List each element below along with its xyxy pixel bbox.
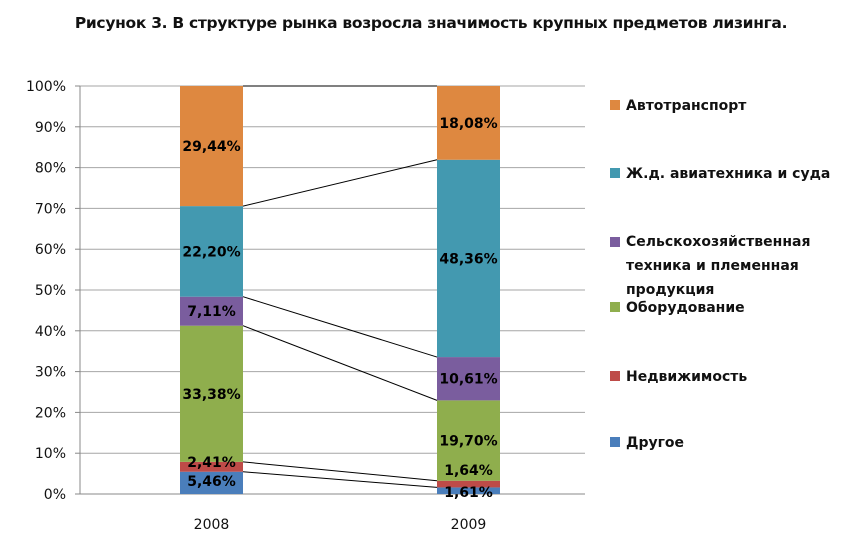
- legend-swatch: [610, 371, 620, 381]
- data-label: 22,20%: [182, 244, 240, 260]
- data-label: 7,11%: [187, 304, 236, 320]
- series-line: [242, 325, 438, 401]
- bar-segment: [437, 480, 500, 488]
- x-tick-label: 2008: [194, 517, 230, 533]
- y-tick-label: 80%: [35, 161, 66, 177]
- data-label: 33,38%: [182, 387, 240, 403]
- data-label: 48,36%: [439, 251, 497, 267]
- data-label: 18,08%: [439, 116, 497, 132]
- y-tick-label: 20%: [35, 405, 66, 421]
- data-label: 2,41%: [187, 455, 236, 471]
- legend-item-rail: Ж.д. авиатехника и суда: [610, 162, 850, 186]
- series-line: [242, 471, 438, 488]
- bar-segment: [437, 357, 500, 401]
- y-tick-label: 10%: [35, 446, 66, 462]
- x-tick-label: 2009: [451, 517, 487, 533]
- y-tick-label: 100%: [26, 79, 66, 95]
- legend-item-estate: Недвижимость: [610, 365, 850, 389]
- y-tick-label: 0%: [44, 487, 66, 503]
- bar-segment: [180, 471, 243, 494]
- data-label: 10,61%: [439, 372, 497, 388]
- data-label: 5,46%: [187, 474, 236, 490]
- y-tick-label: 50%: [35, 283, 66, 299]
- chart-title: Рисунок 3. В структуре рынка возросла зн…: [74, 14, 788, 32]
- y-tick-label: 90%: [35, 120, 66, 136]
- bar-segment: [180, 325, 243, 462]
- legend-item-other: Другое: [610, 431, 850, 455]
- legend-label: Автотранспорт: [626, 98, 747, 114]
- y-tick-label: 40%: [35, 324, 66, 340]
- data-label: 1,64%: [444, 463, 493, 479]
- bar-segment: [437, 487, 500, 494]
- legend-swatch: [610, 437, 620, 447]
- data-label: 19,70%: [439, 434, 497, 450]
- bar-segment: [437, 159, 500, 358]
- data-label: 29,44%: [182, 139, 240, 155]
- legend-swatch: [610, 302, 620, 312]
- data-label: 1,61%: [444, 485, 493, 501]
- legend-item-agri: Сельскохозяйственная техника и племенная…: [610, 230, 850, 302]
- legend-item-auto: Автотранспорт: [610, 94, 850, 118]
- bar-segment: [180, 296, 243, 326]
- series-line: [242, 159, 438, 207]
- y-tick-label: 30%: [35, 365, 66, 381]
- legend-swatch: [610, 168, 620, 178]
- bar-segment: [437, 400, 500, 481]
- legend-label: Другое: [626, 435, 685, 451]
- y-tick-label: 60%: [35, 242, 66, 258]
- bar-segment: [180, 461, 243, 472]
- legend-label: Недвижимость: [626, 369, 748, 385]
- legend-label: Сельскохозяйственная техника и племенная…: [626, 234, 811, 298]
- legend-item-equip: Оборудование: [610, 296, 850, 320]
- bar-segment: [180, 86, 243, 207]
- bar-segment: [180, 206, 243, 297]
- legend-swatch: [610, 100, 620, 110]
- series-line: [242, 296, 438, 358]
- legend-swatch: [610, 237, 620, 247]
- y-tick-label: 70%: [35, 201, 66, 217]
- bar-segment: [437, 86, 500, 160]
- legend-label: Оборудование: [626, 300, 745, 316]
- series-line: [242, 461, 438, 482]
- legend-label: Ж.д. авиатехника и суда: [626, 166, 831, 182]
